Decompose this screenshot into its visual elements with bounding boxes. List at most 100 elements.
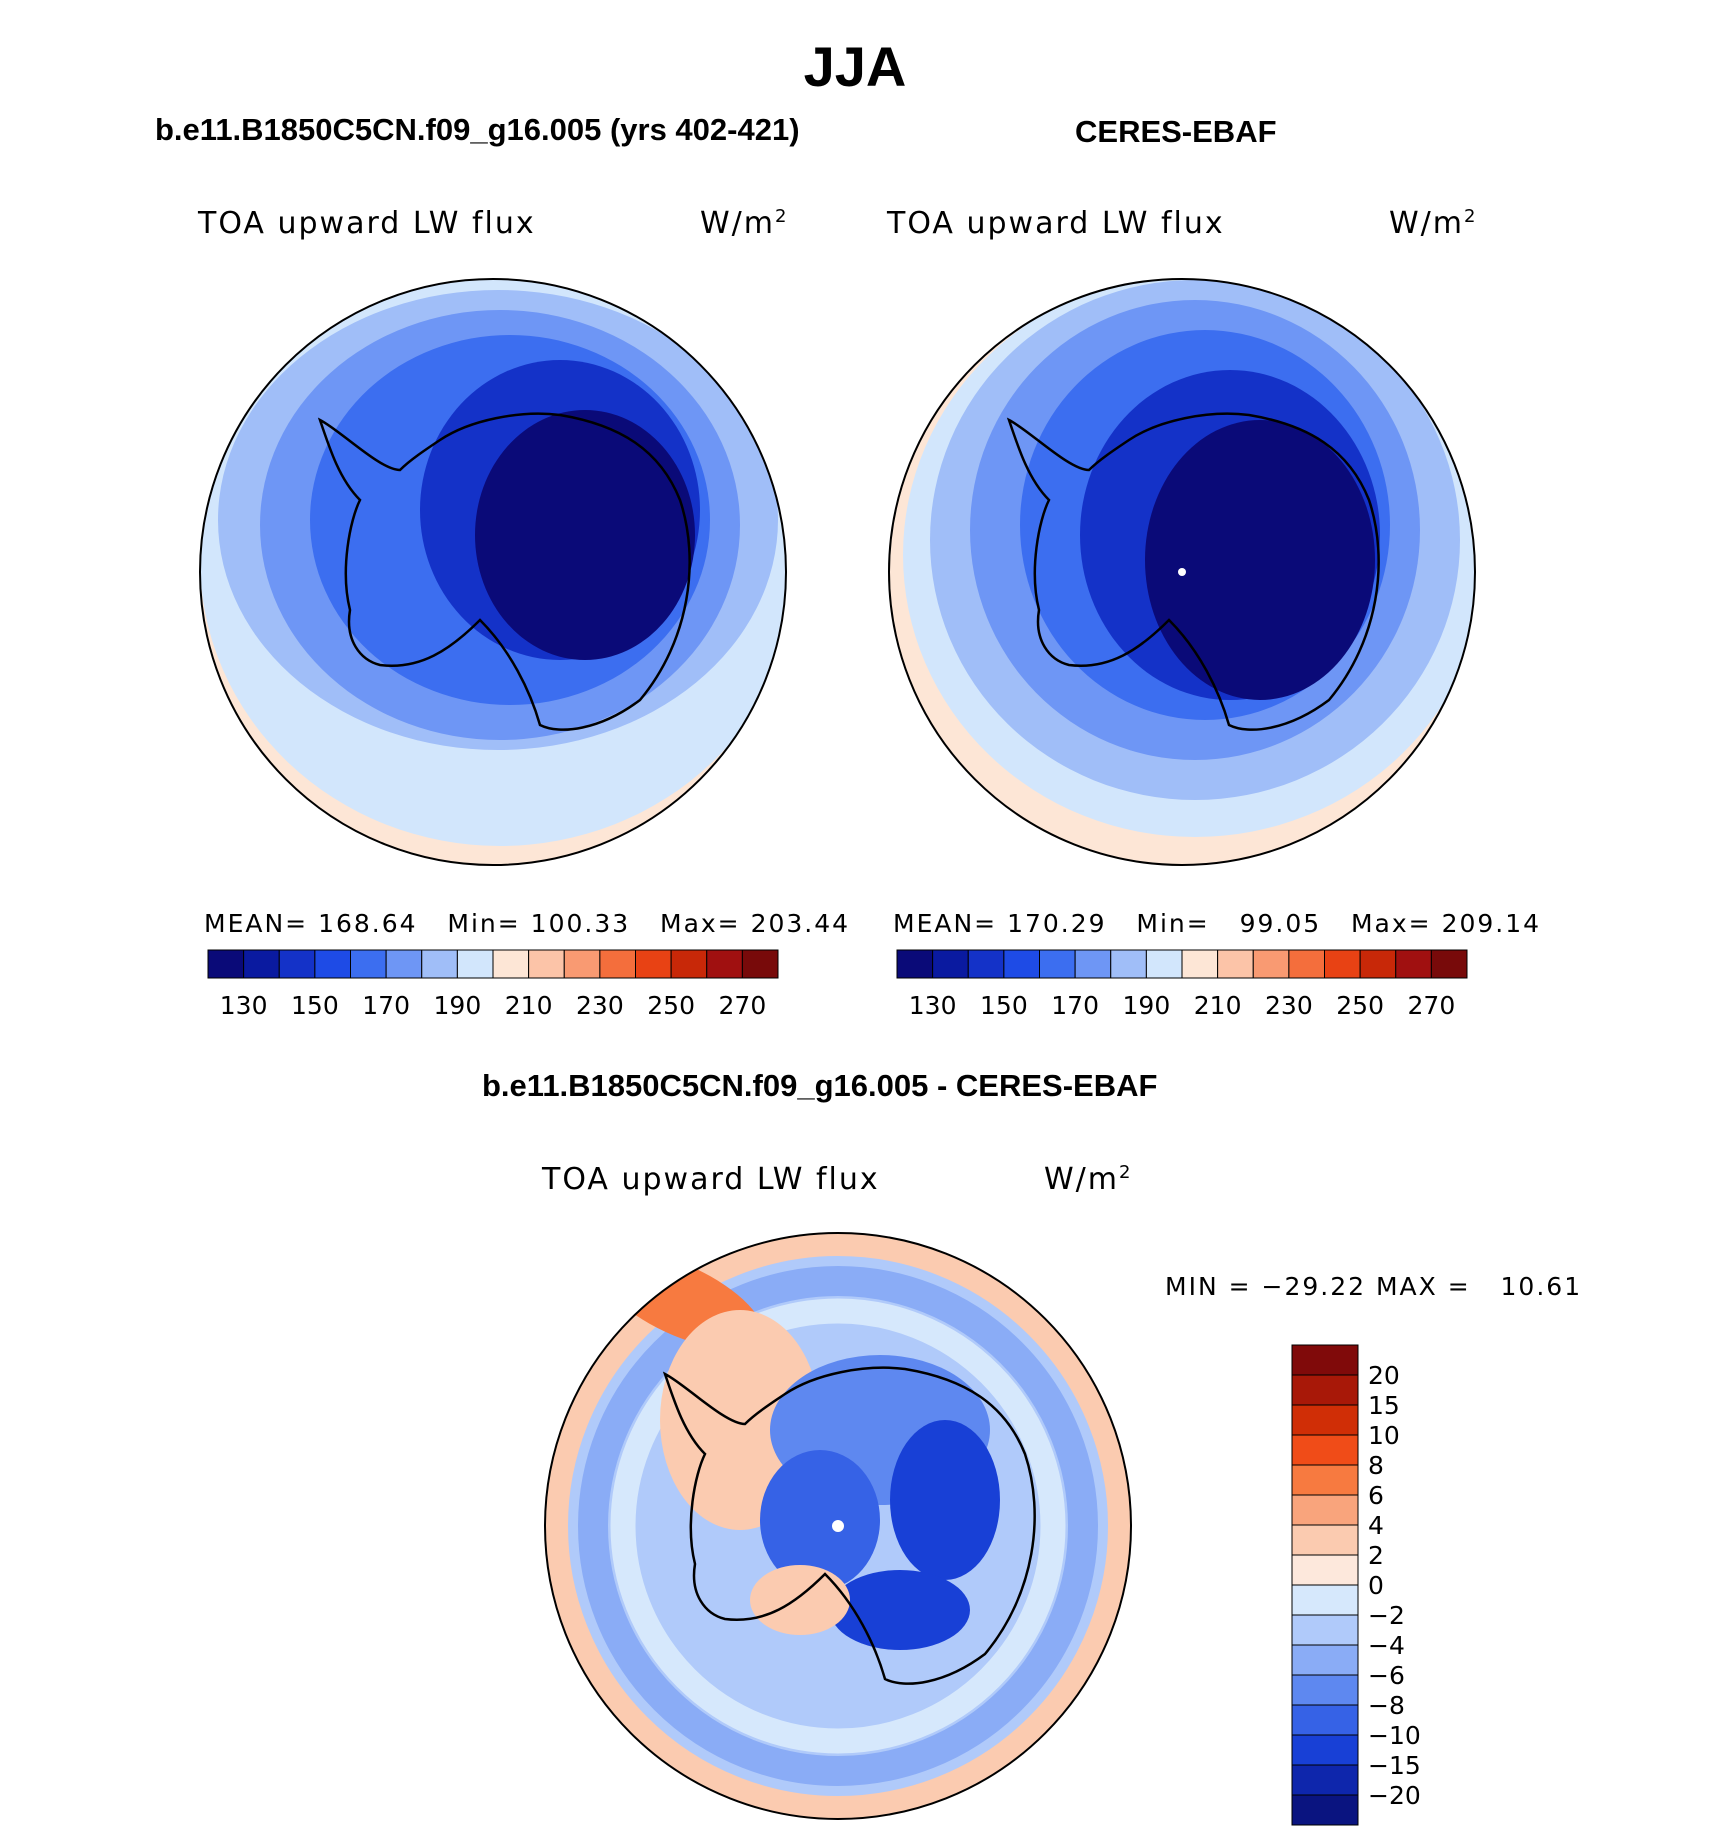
panel1-colorbar-tick-label: 250	[647, 991, 695, 1020]
panel2-colorbar-swatch	[1430, 949, 1468, 979]
panel2-colorbar-swatch	[1217, 949, 1254, 979]
panel3-colorbar-tick-label: −10	[1368, 1721, 1421, 1750]
panel1-colorbar-swatch	[741, 949, 779, 979]
panel3-colorbar-swatch	[1291, 1704, 1359, 1736]
panel2-colorbar-swatch	[1181, 949, 1219, 979]
panel1-stats: MEAN= 168.64 Min= 100.33 Max= 203.44	[204, 909, 851, 938]
panel2-colorbar-swatch	[1252, 949, 1290, 979]
panel1-colorbar: 130 150 170 190 210 230 250 270	[207, 949, 779, 1020]
panel2-colorbar-tick-label: 210	[1194, 991, 1242, 1020]
panel1-colorbar-swatch	[207, 949, 245, 979]
panel3-colorbar-tick-label: 15	[1368, 1391, 1400, 1420]
panel2-colorbar-swatch	[932, 949, 969, 979]
panel1-colorbar-swatch	[706, 949, 743, 979]
panel2-colorbar-swatch	[1039, 949, 1076, 979]
panel3-colorbar-tick-label: 2	[1368, 1541, 1384, 1570]
panel3-colorbar-tick-label: 4	[1368, 1511, 1384, 1540]
panel3-colorbar-tick-label: −4	[1368, 1631, 1405, 1660]
panel3-colorbar-swatch	[1291, 1434, 1359, 1466]
panel2-colorbar-swatch	[896, 949, 934, 979]
panel3-colorbar-swatch	[1291, 1674, 1359, 1706]
panel2-colorbar-swatch	[1003, 949, 1040, 979]
panel1-colorbar-tick-label: 190	[434, 991, 482, 1020]
panel1-units-label: W/m2	[700, 206, 789, 241]
panel3-colorbar-swatch	[1291, 1734, 1359, 1766]
panel1-colorbar-swatch	[421, 949, 458, 979]
panel2-colorbar-swatch	[1110, 949, 1147, 979]
panel2-colorbar-tick-label: 150	[980, 991, 1028, 1020]
panel1-colorbar-swatch	[350, 949, 387, 979]
panel2-header: CERES-EBAF	[1075, 114, 1277, 149]
panel2-colorbar-tick-label: 270	[1408, 991, 1456, 1020]
panel3-colorbar-tick-label: 8	[1368, 1451, 1384, 1480]
panel3-colorbar-swatch	[1291, 1374, 1359, 1406]
panel2-colorbar-tick-label: 250	[1336, 991, 1384, 1020]
panel1-colorbar-tick-label: 150	[291, 991, 339, 1020]
panel3-colorbar-swatch	[1291, 1464, 1359, 1496]
panel3-header: b.e11.B1850C5CN.f09_g16.005 - CERES-EBAF	[482, 1068, 1158, 1103]
figure-title: JJA	[803, 35, 907, 98]
panel2-colorbar-swatch	[967, 949, 1005, 979]
panel3-colorbar-tick-label: 0	[1368, 1571, 1384, 1600]
panel1-colorbar-swatch	[528, 949, 565, 979]
panel3-coastline	[662, 1366, 1036, 1685]
panel2-colorbar-swatch	[1359, 949, 1397, 979]
panel3-units-label: W/m2	[1044, 1162, 1133, 1197]
panel3-variable-label: TOA upward LW flux	[542, 1162, 880, 1197]
panel2-map	[889, 279, 1475, 865]
panel3-colorbar-swatch	[1291, 1524, 1359, 1556]
panel2-colorbar-swatch	[1145, 949, 1183, 979]
panel1-colorbar-swatch	[385, 949, 423, 979]
panel1-header: b.e11.B1850C5CN.f09_g16.005 (yrs 402-421…	[155, 112, 800, 147]
panel1-colorbar-tick-label: 170	[362, 991, 410, 1020]
panel1-colorbar-tick-label: 230	[576, 991, 624, 1020]
panel3-colorbar-tick-label: −8	[1368, 1691, 1405, 1720]
panel2-stats: MEAN= 170.29 Min= 99.05 Max= 209.14	[893, 909, 1542, 938]
panel3-colorbar-swatch	[1291, 1794, 1359, 1826]
panel1-map	[200, 279, 786, 865]
panel3-colorbar-tick-label: −2	[1368, 1601, 1405, 1630]
panel1-colorbar-swatch	[314, 949, 351, 979]
panel3-stats: MIN = −29.22 MAX = 10.61	[1165, 1272, 1583, 1301]
panel2-variable-label: TOA upward LW flux	[887, 206, 1225, 241]
panel2-colorbar-swatch	[1288, 949, 1325, 979]
panel2-colorbar-tick-label: 130	[909, 991, 957, 1020]
panel3-colorbar-swatch	[1291, 1764, 1359, 1796]
panel2-colorbar: 130 150 170 190 210 230 250 270	[896, 949, 1468, 1020]
panel3-colorbar-swatch	[1291, 1554, 1359, 1586]
panel1-variable-label: TOA upward LW flux	[198, 206, 536, 241]
panel3-colorbar-swatch	[1291, 1404, 1359, 1436]
panel2-colorbar-swatch	[1074, 949, 1112, 979]
panel3-colorbar-tick-label: −6	[1368, 1661, 1405, 1690]
panel2-colorbar-swatch	[1395, 949, 1432, 979]
panel3-colorbar-swatch	[1291, 1644, 1359, 1676]
panel1-colorbar-swatch	[243, 949, 280, 979]
panel2-colorbar-swatch	[1324, 949, 1361, 979]
panel1-colorbar-swatch	[456, 949, 494, 979]
panel1-colorbar-swatch	[635, 949, 672, 979]
panel1-colorbar-tick-label: 210	[505, 991, 553, 1020]
panel2-colorbar-tick-label: 230	[1265, 991, 1313, 1020]
panel3-colorbar-swatch	[1291, 1614, 1359, 1646]
panel3-colorbar-tick-label: 6	[1368, 1481, 1384, 1510]
panel3-map	[545, 1233, 1131, 1819]
panel2-coastline	[1006, 412, 1380, 731]
panel1-colorbar-tick-label: 130	[220, 991, 268, 1020]
panel3-colorbar-swatch	[1291, 1584, 1359, 1616]
panel2-colorbar-tick-label: 170	[1051, 991, 1099, 1020]
panel1-colorbar-swatch	[563, 949, 601, 979]
panel3-colorbar-swatch	[1291, 1344, 1359, 1376]
panel1-coastline	[317, 412, 691, 731]
panel1-colorbar-swatch	[278, 949, 316, 979]
panel3-colorbar-tick-label: 20	[1368, 1361, 1400, 1390]
panel1-colorbar-tick-label: 270	[719, 991, 767, 1020]
panel3-colorbar-tick-label: −20	[1368, 1781, 1421, 1810]
panel3-colorbar-swatch	[1291, 1494, 1359, 1526]
panel2-colorbar-tick-label: 190	[1123, 991, 1171, 1020]
panel3-colorbar-tick-label: 10	[1368, 1421, 1400, 1450]
panel3-colorbar-tick-label: −15	[1368, 1751, 1421, 1780]
panel1-colorbar-swatch	[599, 949, 636, 979]
panel1-colorbar-swatch	[670, 949, 708, 979]
